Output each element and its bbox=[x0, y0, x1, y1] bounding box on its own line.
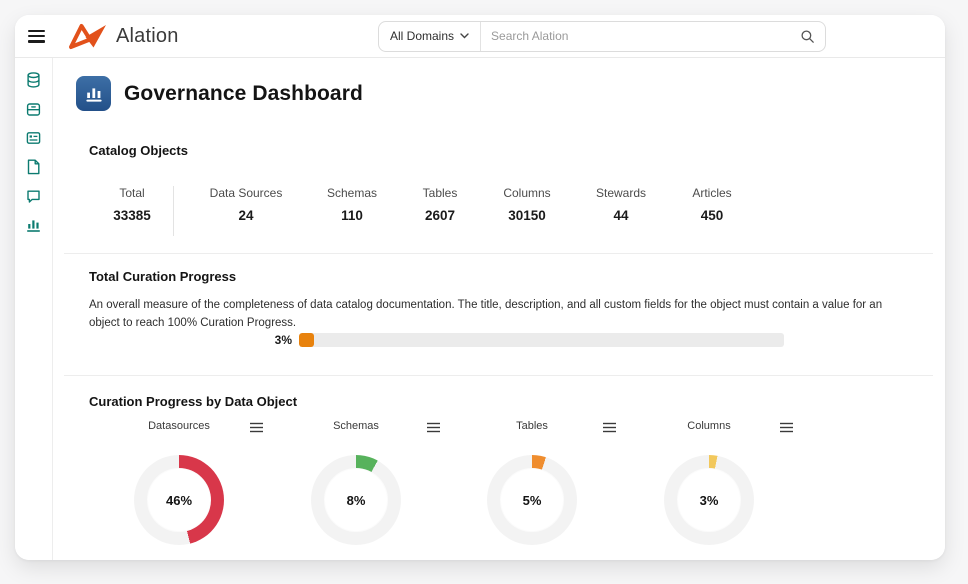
database-icon bbox=[27, 72, 40, 88]
stat-columns: Columns 30150 bbox=[503, 186, 551, 223]
search-button[interactable] bbox=[796, 29, 825, 44]
global-search-bar: All Domains bbox=[378, 20, 826, 52]
chevron-down-icon bbox=[460, 33, 469, 39]
sidebar-item-dashboards[interactable] bbox=[23, 215, 45, 235]
stat-schemas: Schemas 110 bbox=[326, 186, 378, 223]
chart-menu-icon[interactable] bbox=[427, 421, 440, 436]
search-input[interactable] bbox=[481, 29, 796, 43]
donut-value: 3% bbox=[699, 492, 719, 508]
chart-title: Tables bbox=[516, 420, 548, 432]
section-divider bbox=[64, 253, 933, 254]
domain-selector-label: All Domains bbox=[390, 29, 455, 43]
stat-divider bbox=[173, 186, 174, 236]
catalog-objects-heading: Catalog Objects bbox=[89, 143, 188, 158]
curation-by-object-heading: Curation Progress by Data Object bbox=[89, 394, 298, 409]
donut-value: 8% bbox=[346, 492, 366, 508]
chart-title: Schemas bbox=[333, 420, 379, 432]
bar-chart-icon bbox=[27, 220, 40, 232]
chat-icon bbox=[27, 190, 40, 203]
table-card-icon bbox=[26, 132, 41, 144]
app-window: Alation All Domains bbox=[15, 15, 945, 560]
sidebar-item-glossary[interactable] bbox=[23, 128, 45, 148]
donut-value: 46% bbox=[165, 492, 193, 508]
top-bar: Alation All Domains bbox=[15, 15, 945, 58]
sidebar-item-data-sources[interactable] bbox=[23, 70, 45, 90]
donut-chart-datasources: Datasources 46% bbox=[91, 420, 267, 545]
document-icon bbox=[27, 159, 40, 175]
chart-title: Datasources bbox=[148, 420, 210, 432]
search-icon bbox=[801, 29, 814, 43]
donut-chart-tables: Tables 5% bbox=[444, 420, 620, 545]
donut-value: 5% bbox=[522, 492, 542, 508]
alation-logo-icon bbox=[69, 24, 106, 49]
chart-menu-icon[interactable] bbox=[780, 421, 793, 436]
page-title: Governance Dashboard bbox=[124, 81, 363, 105]
total-curation-progress-heading: Total Curation Progress bbox=[89, 269, 237, 284]
chart-menu-icon[interactable] bbox=[250, 421, 263, 436]
curation-progress-description: An overall measure of the completeness o… bbox=[89, 299, 883, 330]
donut-ring: 5% bbox=[487, 455, 577, 545]
dashboard-icon bbox=[76, 76, 111, 111]
stat-tables: Tables 2607 bbox=[422, 186, 458, 223]
sidebar-item-conversations[interactable] bbox=[23, 186, 45, 206]
stat-stewards: Stewards 44 bbox=[595, 186, 647, 223]
donut-ring: 8% bbox=[311, 455, 401, 545]
curation-progress-fill bbox=[299, 333, 314, 347]
stat-data-sources: Data Sources 24 bbox=[209, 186, 283, 223]
hamburger-menu-icon[interactable] bbox=[28, 29, 45, 43]
curation-progress-track bbox=[299, 333, 784, 347]
donut-ring: 3% bbox=[664, 455, 754, 545]
donut-chart-columns: Columns 3% bbox=[621, 420, 797, 545]
donut-ring: 46% bbox=[134, 455, 224, 545]
stat-total: Total 33385 bbox=[113, 186, 151, 223]
sidebar-item-documents[interactable] bbox=[23, 157, 45, 177]
logo-text: Alation bbox=[116, 24, 179, 47]
curation-progress-value: 3% bbox=[274, 333, 292, 347]
chart-menu-icon[interactable] bbox=[603, 421, 616, 436]
stat-articles: Articles 450 bbox=[692, 186, 732, 223]
page-header: Governance Dashboard bbox=[76, 76, 363, 111]
data-box-icon bbox=[26, 102, 41, 116]
main-content: Governance Dashboard Catalog Objects Tot… bbox=[54, 58, 945, 560]
donut-chart-schemas: Schemas 8% bbox=[268, 420, 444, 545]
domain-selector-dropdown[interactable]: All Domains bbox=[379, 21, 482, 51]
chart-title: Columns bbox=[687, 420, 731, 432]
sidebar-item-catalog[interactable] bbox=[23, 99, 45, 119]
alation-logo[interactable]: Alation bbox=[67, 22, 179, 50]
section-divider bbox=[64, 375, 933, 376]
left-sidebar bbox=[15, 58, 53, 560]
catalog-objects-stats: Total 33385 Data Sources 24 Schemas 110 … bbox=[54, 186, 945, 240]
